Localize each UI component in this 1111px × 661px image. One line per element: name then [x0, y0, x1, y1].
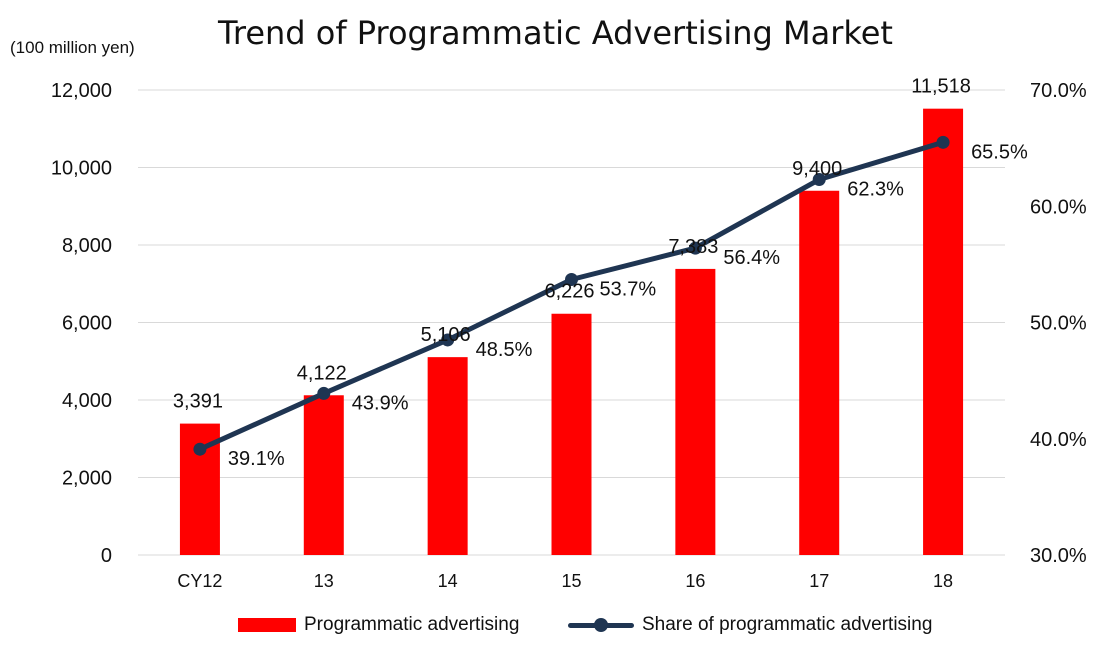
share-point: [812, 173, 826, 187]
share-point: [317, 386, 331, 400]
share-point: [688, 241, 702, 255]
share-data-label: 53.7%: [600, 278, 657, 300]
y-left-tick-label: 6,000: [62, 313, 112, 335]
bar: [923, 108, 964, 556]
y-left-tick-label: 12,000: [51, 80, 112, 102]
legend-line-label: Share of programmatic advertising: [642, 614, 933, 635]
y-right-tick-label: 40.0%: [1030, 429, 1087, 451]
legend-bar-swatch: [238, 618, 296, 632]
bar-data-label: 9,400: [792, 158, 842, 180]
legend-bar-label: Programmatic advertising: [304, 614, 520, 635]
bar: [303, 395, 344, 555]
x-tick-label: 16: [685, 571, 705, 591]
share-point: [441, 333, 455, 347]
legend: Programmatic advertising Share of progra…: [0, 614, 1111, 638]
y-right-tick-label: 70.0%: [1030, 80, 1087, 102]
bar-data-label: 7,383: [668, 236, 718, 258]
y-left-tick-label: 2,000: [62, 468, 112, 490]
y-right-tick-label: 30.0%: [1030, 545, 1087, 567]
y-left-tick-label: 0: [101, 545, 112, 567]
left-axis-unit-label: (100 million yen): [10, 38, 135, 57]
bar-data-label: 11,518: [911, 76, 971, 98]
share-data-label: 48.5%: [476, 339, 533, 361]
share-data-label: 39.1%: [228, 448, 285, 470]
y-left-tick-label: 10,000: [51, 158, 112, 180]
bar: [675, 268, 716, 555]
legend-item-line: Share of programmatic advertising: [568, 614, 932, 636]
x-tick-label: 18: [933, 571, 953, 591]
x-tick-label: 17: [809, 571, 829, 591]
x-tick-label: 14: [438, 571, 458, 591]
share-point: [936, 135, 950, 149]
y-right-tick-label: 50.0%: [1030, 313, 1087, 335]
y-left-tick-label: 8,000: [62, 235, 112, 257]
bar-data-label: 4,122: [297, 362, 347, 384]
legend-line-swatch: [568, 618, 634, 632]
share-data-label: 56.4%: [723, 247, 780, 269]
chart-title: Trend of Programmatic Advertising Market: [218, 14, 893, 52]
share-data-label: 65.5%: [971, 141, 1028, 163]
share-data-label: 43.9%: [352, 392, 409, 414]
share-point: [565, 272, 578, 286]
x-tick-label: CY12: [177, 571, 222, 591]
bar: [799, 190, 840, 555]
bar: [551, 313, 592, 555]
bar: [427, 357, 468, 555]
share-point: [193, 442, 207, 456]
legend-item-bar: Programmatic advertising: [238, 614, 519, 636]
share-data-label: 62.3%: [847, 179, 904, 201]
bar-data-label: 6,226: [544, 281, 594, 303]
bar-data-label: 3,391: [173, 391, 223, 413]
bar-data-label: 5,106: [421, 324, 471, 346]
x-tick-label: 15: [561, 571, 581, 591]
y-right-tick-label: 60.0%: [1030, 196, 1087, 218]
x-tick-label: 13: [314, 571, 334, 591]
y-left-tick-label: 4,000: [62, 390, 112, 412]
